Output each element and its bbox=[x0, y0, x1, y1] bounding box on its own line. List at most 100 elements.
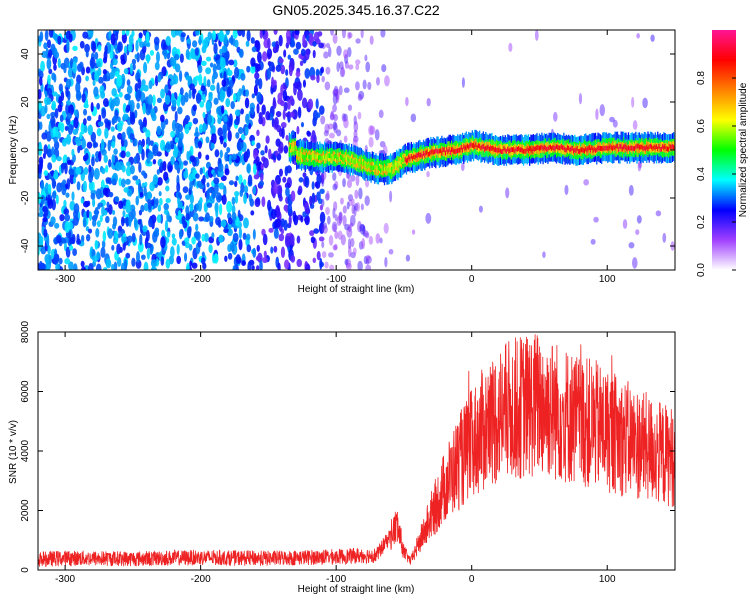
heatmap-cell bbox=[407, 157, 409, 163]
heatmap-cell bbox=[615, 143, 617, 154]
heatmap-cell bbox=[94, 51, 99, 60]
heatmap-cell bbox=[53, 63, 57, 71]
heatmap-cell bbox=[311, 192, 316, 205]
heatmap-cell bbox=[454, 149, 456, 154]
heatmap-cell bbox=[109, 50, 114, 60]
heatmap-cell bbox=[542, 251, 546, 259]
heatmap-cell bbox=[76, 238, 82, 245]
heatmap-cell bbox=[247, 174, 253, 186]
heatmap-cell bbox=[321, 251, 327, 259]
heatmap-cell bbox=[496, 147, 498, 153]
heatmap-cell bbox=[129, 63, 134, 75]
heatmap-cell bbox=[352, 135, 359, 143]
heatmap-cell bbox=[360, 203, 364, 211]
heatmap-cell bbox=[364, 232, 370, 239]
heatmap-cell bbox=[38, 119, 41, 132]
heatmap-cell bbox=[53, 33, 59, 41]
heatmap-cell bbox=[204, 212, 210, 223]
heatmap-cell bbox=[529, 146, 531, 151]
heatmap-cell bbox=[179, 87, 184, 96]
heatmap-cell bbox=[198, 124, 204, 134]
heatmap-cell bbox=[672, 144, 675, 150]
heatmap-cell bbox=[273, 182, 279, 195]
heatmap-cell bbox=[73, 116, 79, 129]
heatmap-cell bbox=[514, 148, 516, 154]
heatmap-cell bbox=[435, 148, 437, 154]
heatmap-cell bbox=[635, 229, 640, 236]
heatmap-cell bbox=[169, 80, 175, 86]
heatmap-cell bbox=[112, 216, 118, 227]
heatmap-cell bbox=[160, 88, 165, 99]
heatmap-cell bbox=[189, 155, 196, 162]
heatmap-cell bbox=[39, 121, 43, 130]
heatmap-cell bbox=[250, 107, 255, 115]
heatmap-cell bbox=[237, 30, 243, 37]
heatmap-cell bbox=[637, 143, 639, 149]
heatmap-cell bbox=[50, 119, 56, 129]
heatmap-cell bbox=[552, 145, 554, 150]
heatmap-cell bbox=[332, 121, 337, 131]
heatmap-cell bbox=[152, 231, 158, 243]
heatmap-cell bbox=[185, 194, 191, 201]
heatmap-cell bbox=[333, 243, 338, 251]
heatmap-cell bbox=[246, 244, 252, 253]
heatmap-cell bbox=[259, 259, 263, 270]
heatmap-cell bbox=[516, 146, 519, 152]
heatmap-cell bbox=[123, 68, 129, 75]
heatmap-cell bbox=[635, 144, 637, 150]
heatmap-cell bbox=[166, 231, 171, 238]
heatmap-cell bbox=[253, 84, 259, 97]
heatmap-cell bbox=[235, 216, 240, 227]
heatmap-cell bbox=[208, 91, 213, 97]
heatmap-cell bbox=[361, 237, 366, 250]
heatmap-cell bbox=[247, 261, 252, 270]
heatmap-cell bbox=[579, 149, 581, 154]
heatmap-cell bbox=[108, 158, 112, 168]
heatmap-cell bbox=[44, 30, 49, 41]
heatmap-cell bbox=[40, 246, 47, 255]
heatmap-cell bbox=[405, 96, 409, 107]
x-tick-label: -100 bbox=[326, 274, 346, 285]
heatmap-cell bbox=[347, 64, 354, 70]
heatmap-cell bbox=[139, 191, 144, 198]
heatmap-cell bbox=[581, 147, 583, 153]
heatmap-cell bbox=[429, 151, 431, 157]
heatmap-cell bbox=[507, 146, 509, 152]
heatmap-cell bbox=[245, 89, 250, 97]
heatmap-cell bbox=[386, 166, 388, 172]
heatmap-cell bbox=[594, 148, 597, 153]
heatmap-cell bbox=[306, 131, 312, 137]
heatmap-cell bbox=[383, 166, 386, 172]
heatmap-cell bbox=[449, 150, 452, 155]
heatmap-cell bbox=[374, 164, 376, 175]
heatmap-cell bbox=[271, 76, 275, 89]
heatmap-cell bbox=[311, 153, 314, 158]
heatmap-cell bbox=[325, 206, 330, 215]
heatmap-cell bbox=[189, 203, 194, 212]
heatmap-cell bbox=[332, 183, 338, 191]
heatmap-cell bbox=[197, 140, 203, 149]
heatmap-cell bbox=[295, 41, 302, 50]
heatmap-cell bbox=[424, 152, 426, 158]
heatmap-cell bbox=[195, 231, 201, 241]
heatmap-cell bbox=[134, 54, 138, 60]
heatmap-cell bbox=[114, 230, 119, 239]
spectrogram-y-ticks: -40 -20 0 20 40 bbox=[20, 48, 675, 253]
heatmap-cell bbox=[102, 73, 108, 82]
heatmap-cell bbox=[42, 217, 48, 223]
heatmap-cell bbox=[258, 180, 264, 187]
heatmap-cell bbox=[479, 143, 481, 149]
heatmap-cell bbox=[376, 76, 380, 86]
heatmap-cell bbox=[207, 113, 213, 126]
heatmap-cell bbox=[111, 140, 116, 149]
heatmap-cell bbox=[246, 65, 251, 73]
heatmap-cell bbox=[350, 158, 353, 164]
heatmap-cell bbox=[463, 144, 465, 150]
heatmap-cell bbox=[249, 198, 255, 207]
heatmap-cell bbox=[143, 261, 149, 270]
heatmap-cell bbox=[226, 146, 231, 154]
heatmap-cell bbox=[553, 145, 555, 151]
heatmap-cell bbox=[159, 162, 164, 170]
heatmap-cell bbox=[439, 148, 442, 154]
heatmap-cell bbox=[56, 182, 62, 193]
